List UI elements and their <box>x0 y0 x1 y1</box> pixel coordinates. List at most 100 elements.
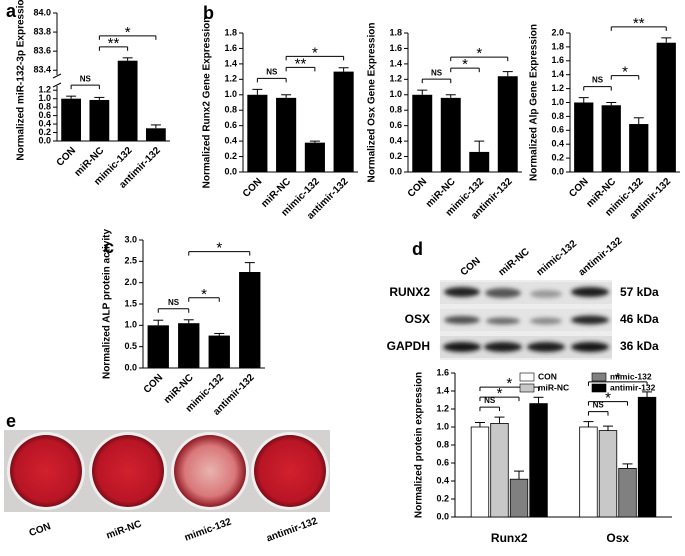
x-tick-label: CON <box>406 176 430 200</box>
y-tick-label: 1.4 <box>224 58 237 68</box>
y-tick-label: 2.0 <box>551 27 564 37</box>
y-axis-title: Normalized Runx2 Gene Expression <box>202 17 213 189</box>
y-tick-label: 1.0 <box>38 93 51 103</box>
sig-label: NS <box>593 401 605 410</box>
lane-label: miR-NC <box>497 246 532 278</box>
bar <box>145 128 166 141</box>
sig-label: * <box>125 24 131 41</box>
bar <box>637 396 657 518</box>
bar <box>598 430 618 518</box>
blot-strip <box>440 282 612 304</box>
bar <box>333 71 354 172</box>
x-tick-label: Osx <box>606 531 629 545</box>
band <box>527 342 565 352</box>
y-tick-label: 0.2 <box>551 152 564 162</box>
sig-label: NS <box>80 74 92 83</box>
stained-wells: CON miR-NC mimic-132 antimir-132 <box>4 430 330 544</box>
band <box>444 316 480 324</box>
sig-label: * <box>312 44 318 61</box>
band <box>444 287 480 297</box>
bar <box>579 426 598 518</box>
y-tick-label: 2.0 <box>124 277 137 287</box>
bar <box>89 99 110 141</box>
y-tick-label: 0.8 <box>436 439 449 449</box>
band <box>530 290 562 298</box>
lane-label: antimir-132 <box>577 235 625 278</box>
y-tick-label: 0.4 <box>436 475 449 485</box>
row-label: GAPDH <box>387 339 430 353</box>
y-axis-title: Normalized ALP protein activity <box>102 229 113 379</box>
y-tick-label: 1.0 <box>124 320 137 330</box>
sig-label: NS <box>431 68 443 77</box>
y-tick-label: 0.6 <box>224 120 237 130</box>
bar <box>117 60 138 141</box>
row-size: 46 kDa <box>620 312 659 326</box>
y-tick-label: 1.4 <box>436 385 449 395</box>
y-tick-label: 0.8 <box>38 102 51 112</box>
y-tick-label: 0.6 <box>436 457 449 467</box>
y-tick-label: 1.4 <box>389 58 402 68</box>
well <box>10 435 82 507</box>
y-tick-label: 1.8 <box>389 27 402 37</box>
y-tick-label: 1.8 <box>224 27 237 37</box>
bar <box>147 325 169 368</box>
well-label: mimic-132 <box>183 516 233 543</box>
bar <box>178 323 200 368</box>
lane-label: mimic-132 <box>535 238 580 278</box>
y-tick-label: 0.0 <box>436 511 449 521</box>
blot-strip <box>440 336 612 358</box>
bar <box>239 272 261 368</box>
blot-strip <box>440 309 612 331</box>
sig-label: * <box>506 375 512 392</box>
bar <box>509 478 529 518</box>
y-tick-label: 1.2 <box>436 403 449 413</box>
x-tick-label: CON <box>142 372 166 396</box>
x-tick-label: CON <box>241 176 265 200</box>
bar <box>440 97 461 172</box>
legend-swatch <box>519 372 535 382</box>
y-tick-label: 1.6 <box>436 367 449 377</box>
x-tick-label: Runx2 <box>491 531 528 545</box>
y-tick-label: 1.6 <box>551 55 564 65</box>
sig-label: * <box>201 286 207 303</box>
band <box>443 342 481 352</box>
band <box>485 288 521 298</box>
legend-label: miR-NC <box>538 382 569 392</box>
y-tick-label: 1.2 <box>551 83 564 93</box>
y-tick-label: 1.0 <box>551 97 564 107</box>
row-label: OSX <box>405 312 430 326</box>
legend-swatch <box>591 372 607 382</box>
sig-label: ** <box>633 15 645 32</box>
y-axis-title: Normalized protein expression <box>414 372 425 518</box>
sig-label: * <box>615 370 621 387</box>
y-tick-label: 0.2 <box>224 151 237 161</box>
sig-label: * <box>622 64 628 81</box>
well-label: antimir-132 <box>265 516 319 545</box>
y-tick-label: 0.0 <box>551 166 564 176</box>
y-tick-label: 0.0 <box>38 135 51 145</box>
y-tick-label: 0.2 <box>436 493 449 503</box>
y-tick-label: 0.5 <box>124 341 137 351</box>
bar <box>529 403 548 518</box>
y-tick-label: 0.6 <box>389 120 402 130</box>
y-tick-label: 0.4 <box>224 135 237 145</box>
sig-label: * <box>476 45 482 62</box>
bar <box>469 151 490 172</box>
band <box>571 315 609 325</box>
sig-label: * <box>605 390 611 407</box>
sig-label: * <box>497 385 503 402</box>
y-axis-title: Normalized Osx Gene Expression <box>367 22 378 182</box>
y-tick-label: 0.0 <box>224 166 237 176</box>
x-tick-label: CON <box>55 145 79 169</box>
panel-letter: e <box>6 411 16 431</box>
y-tick-label: 1.5 <box>124 298 137 308</box>
panel-letter: b <box>203 3 214 23</box>
bar <box>470 426 490 518</box>
legend-label: CON <box>538 371 557 381</box>
row-size: 57 kDa <box>620 285 659 299</box>
bar <box>208 335 230 368</box>
legend-swatch <box>519 383 535 393</box>
bar <box>574 102 594 172</box>
y-tick-label: 83.8 <box>33 26 51 36</box>
